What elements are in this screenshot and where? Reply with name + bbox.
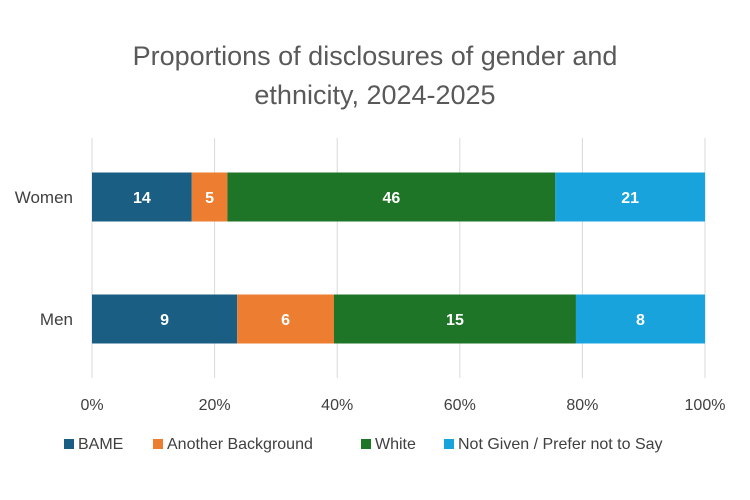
legend-swatch	[444, 439, 454, 449]
bars: 14 5 46 21 9 6 15 8	[92, 172, 705, 344]
legend-swatch	[361, 439, 371, 449]
legend-swatch	[64, 439, 74, 449]
x-tick-label: 80%	[566, 397, 598, 414]
bar-segment	[333, 294, 576, 344]
legend: BAME Another Background White Not Given / P…	[64, 436, 663, 453]
data-label: 8	[636, 312, 645, 329]
chart-title-line-2: ethnicity, 2024-2025	[254, 80, 495, 110]
data-label: 14	[133, 190, 151, 207]
legend-label: BAME	[78, 436, 123, 453]
x-tick-label: 60%	[444, 397, 476, 414]
category-label: Women	[15, 188, 73, 207]
bar-segment	[92, 172, 192, 222]
legend-label: Not Given / Prefer not to Say	[458, 436, 663, 453]
data-label: 46	[382, 190, 400, 207]
data-label: 5	[205, 190, 214, 207]
legend-label: Another Background	[167, 436, 313, 453]
bar-segment	[227, 172, 556, 222]
data-label: 9	[160, 312, 169, 329]
legend-label: White	[375, 436, 416, 453]
bar-segment	[555, 172, 705, 222]
y-axis-categories: Women Men	[15, 188, 73, 329]
bar-segment	[237, 294, 334, 344]
x-tick-label: 40%	[321, 397, 353, 414]
x-tick-label: 20%	[199, 397, 231, 414]
data-label: 6	[281, 312, 290, 329]
category-label: Men	[40, 310, 73, 329]
x-axis-ticks: 0% 20% 40% 60% 80% 100%	[80, 397, 725, 414]
x-tick-label: 100%	[685, 397, 726, 414]
bar-segment	[92, 294, 238, 344]
bar-segment	[575, 294, 705, 344]
legend-swatch	[153, 439, 163, 449]
data-label: 15	[446, 312, 464, 329]
x-tick-label: 0%	[80, 397, 103, 414]
data-label: 21	[621, 190, 639, 207]
chart-title-line-1: Proportions of disclosures of gender and	[133, 41, 618, 71]
bar-segment	[191, 172, 228, 222]
